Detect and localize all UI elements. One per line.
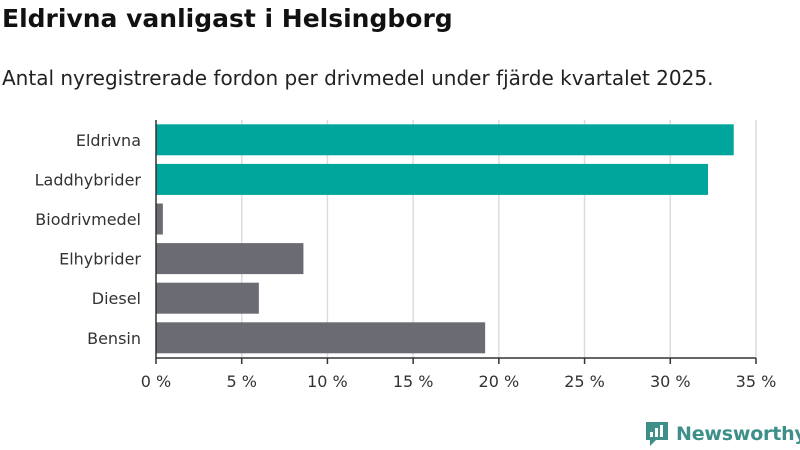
x-tick-label: 25 % [564,372,605,391]
x-tick-label: 20 % [479,372,520,391]
bar-elhybrider [156,243,304,275]
x-tick-label: 35 % [736,372,777,391]
bar-bensin [156,322,486,354]
x-tick-label: 15 % [393,372,434,391]
chart-subtitle: Antal nyregistrerade fordon per drivmede… [2,66,714,90]
newsworthy-logo-icon [646,422,668,446]
category-label: Diesel [92,289,141,308]
x-tick-label: 0 % [141,372,171,391]
chart-title: Eldrivna vanligast i Helsingborg [2,4,453,33]
bar-eldrivna [156,124,734,156]
x-tick-label: 30 % [650,372,691,391]
brand-name: Newsworthy [676,423,800,445]
category-label: Elhybrider [59,250,141,269]
category-label: Laddhybrider [35,170,142,189]
x-tick-label: 5 % [226,372,256,391]
category-label: Biodrivmedel [35,210,141,229]
bar-diesel [156,282,259,314]
category-label: Eldrivna [76,131,141,150]
brand: Newsworthy [644,420,800,448]
bar-laddhybrider [156,163,708,195]
x-tick-label: 10 % [307,372,348,391]
bar-biodrivmedel [156,203,163,235]
category-label: Bensin [87,329,141,348]
